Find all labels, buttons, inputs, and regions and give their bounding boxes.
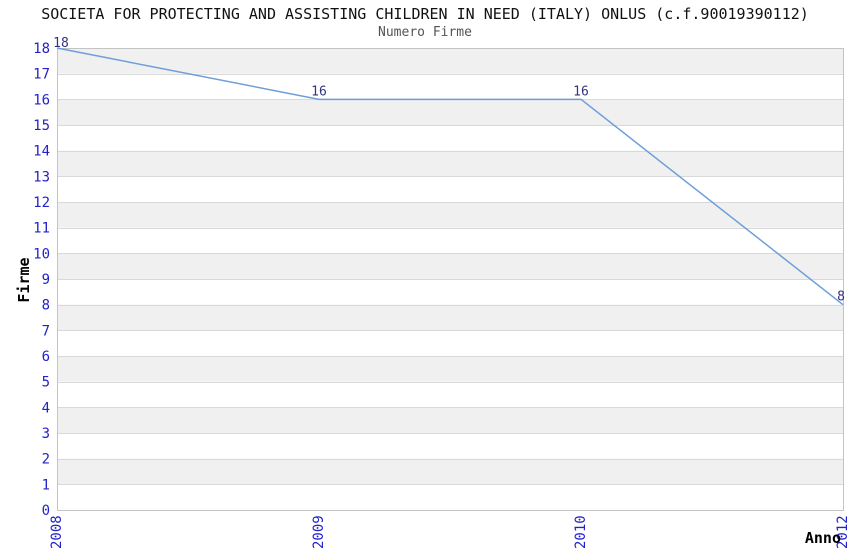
y-tick-label: 11 (33, 221, 50, 237)
y-tick-label: 3 (42, 426, 50, 442)
y-tick-label: 14 (33, 144, 50, 160)
x-tick-label: 2009 (311, 515, 327, 549)
plot-stripe (57, 150, 843, 177)
y-tick-label: 7 (42, 323, 50, 339)
y-tick-label: 17 (33, 67, 50, 83)
y-tick-label: 5 (42, 375, 50, 391)
y-tick-label: 1 (42, 477, 50, 493)
y-tick-label: 4 (42, 400, 50, 416)
y-tick-label: 0 (42, 503, 50, 519)
y-tick-label: 18 (33, 41, 50, 57)
y-tick-label: 15 (33, 118, 50, 134)
x-axis-title: Anno (804, 529, 841, 547)
y-tick-label: 2 (42, 452, 50, 468)
data-point-label: 16 (311, 84, 327, 99)
chart-title: SOCIETA FOR PROTECTING AND ASSISTING CHI… (41, 5, 809, 23)
plot-border (57, 48, 844, 511)
plot-stripe (57, 356, 843, 382)
plot-stripe (57, 202, 843, 228)
x-tick-label: 2012 (835, 515, 850, 549)
series-line (56, 47, 844, 306)
y-tick-label: 6 (42, 349, 50, 365)
y-tick-label: 16 (33, 92, 50, 108)
y-tick-label: 13 (33, 169, 50, 185)
data-point-label: 18 (53, 36, 69, 51)
chart-subtitle: Numero Firme (378, 25, 472, 40)
x-tick-label: 2008 (49, 515, 65, 549)
plot-stripe (57, 99, 843, 125)
data-point-label: 16 (573, 84, 589, 99)
plot-stripe (57, 407, 843, 433)
y-tick-label: 10 (33, 246, 50, 262)
y-tick-label: 12 (33, 195, 50, 211)
plot-stripe (57, 304, 843, 331)
y-tick-label: 8 (42, 298, 50, 314)
plot-stripe (57, 48, 843, 74)
y-tick-label: 9 (42, 272, 50, 288)
x-tick-label: 2010 (573, 515, 589, 549)
plot-stripe (57, 458, 843, 485)
data-point-label: 8 (837, 290, 845, 305)
plot-stripe (57, 253, 843, 279)
